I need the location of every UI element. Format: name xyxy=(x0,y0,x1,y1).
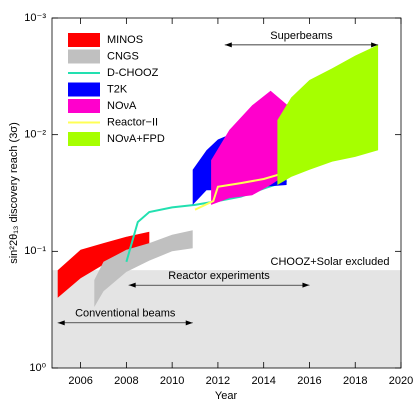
plot-frame xyxy=(51,17,402,369)
x-tick-label: 2012 xyxy=(206,375,230,387)
legend-label: CNGS xyxy=(107,50,139,62)
x-axis-title: Year xyxy=(215,390,238,402)
annotation-label: Reactor experiments xyxy=(168,270,270,282)
legend-swatch xyxy=(68,33,100,47)
annotation-label: Conventional beams xyxy=(75,308,176,320)
band xyxy=(94,230,193,307)
legend-swatch xyxy=(68,49,100,64)
x-tick-label: 2008 xyxy=(114,375,138,387)
y-axis-title: sin²2θ₁₃ discovery reach (3σ) xyxy=(8,122,20,264)
band xyxy=(57,231,150,298)
y-tick-label: 10⁻² xyxy=(24,129,46,141)
y-tick-label: 10⁻¹ xyxy=(24,245,46,257)
region-label: CHOOZ+Solar excluded xyxy=(271,256,390,268)
x-tick-label: 2016 xyxy=(297,375,321,387)
x-tick-label: 2020 xyxy=(389,375,413,387)
legend-swatch xyxy=(68,132,100,146)
legend-label: MINOS xyxy=(107,34,143,46)
legend-label: D-CHOOZ xyxy=(107,67,159,79)
annotation-label: Superbeams xyxy=(270,30,333,42)
legend-label: Reactor−II xyxy=(107,116,158,128)
x-tick-label: 2014 xyxy=(251,375,275,387)
legend-swatch xyxy=(68,99,100,113)
band xyxy=(277,44,379,186)
y-tick-label: 10⁰ xyxy=(29,362,46,374)
x-tick-label: 2006 xyxy=(68,375,92,387)
x-tick-label: 2010 xyxy=(160,375,184,387)
excluded-region xyxy=(52,270,401,368)
legend-swatch xyxy=(68,82,100,97)
legend-label: NOνA xyxy=(107,100,137,112)
y-tick-label: 10⁻³ xyxy=(24,12,46,24)
legend-label: NOνA+FPD xyxy=(107,133,165,145)
x-tick-label: 2018 xyxy=(343,375,367,387)
legend-label: T2K xyxy=(107,83,128,95)
